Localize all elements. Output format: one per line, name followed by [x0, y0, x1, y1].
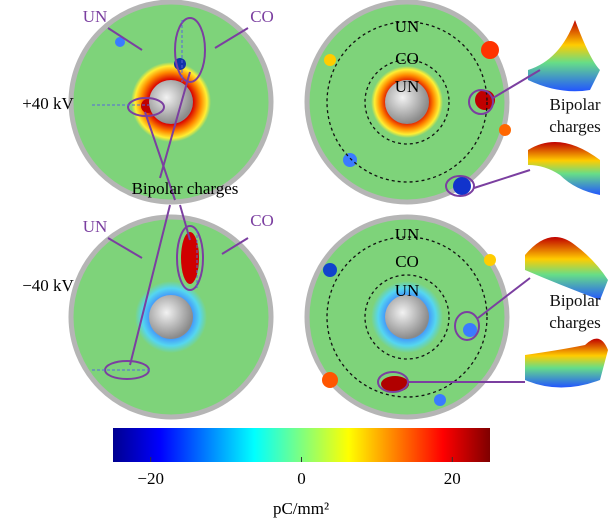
surface	[528, 142, 600, 195]
colorbar	[113, 428, 490, 462]
tick-label: −20	[137, 469, 164, 488]
panel-label: UN	[395, 225, 420, 244]
panel-label: UN	[395, 17, 420, 36]
figure: +40 kV −40 kV UN CO UN CO UN UN CO UN CO…	[0, 0, 611, 523]
figure-canvas: +40 kV −40 kV UN CO UN CO UN UN CO UN CO…	[0, 0, 611, 523]
panel-label: UN	[83, 217, 108, 236]
colorbar-label: pC/mm²	[273, 499, 329, 518]
callout: Bipolar charges	[537, 290, 611, 334]
row-label: +40 kV	[22, 94, 74, 113]
surface	[528, 20, 600, 91]
panel-label: CO	[250, 7, 274, 26]
row-label: −40 kV	[22, 276, 74, 295]
tick-label: 0	[297, 469, 306, 488]
panel-label: CO	[395, 49, 419, 68]
panel-label: CO	[250, 211, 274, 230]
panel-label: CO	[395, 252, 419, 271]
panel-label: UN	[395, 77, 420, 96]
surface	[525, 339, 608, 388]
disc-bottom-left	[71, 217, 271, 417]
callout: Bipolar charges	[537, 94, 611, 138]
panel-label: UN	[83, 7, 108, 26]
callout: Bipolar charges	[132, 179, 239, 198]
panel-label: UN	[395, 281, 420, 300]
tick-label: 20	[444, 469, 461, 488]
